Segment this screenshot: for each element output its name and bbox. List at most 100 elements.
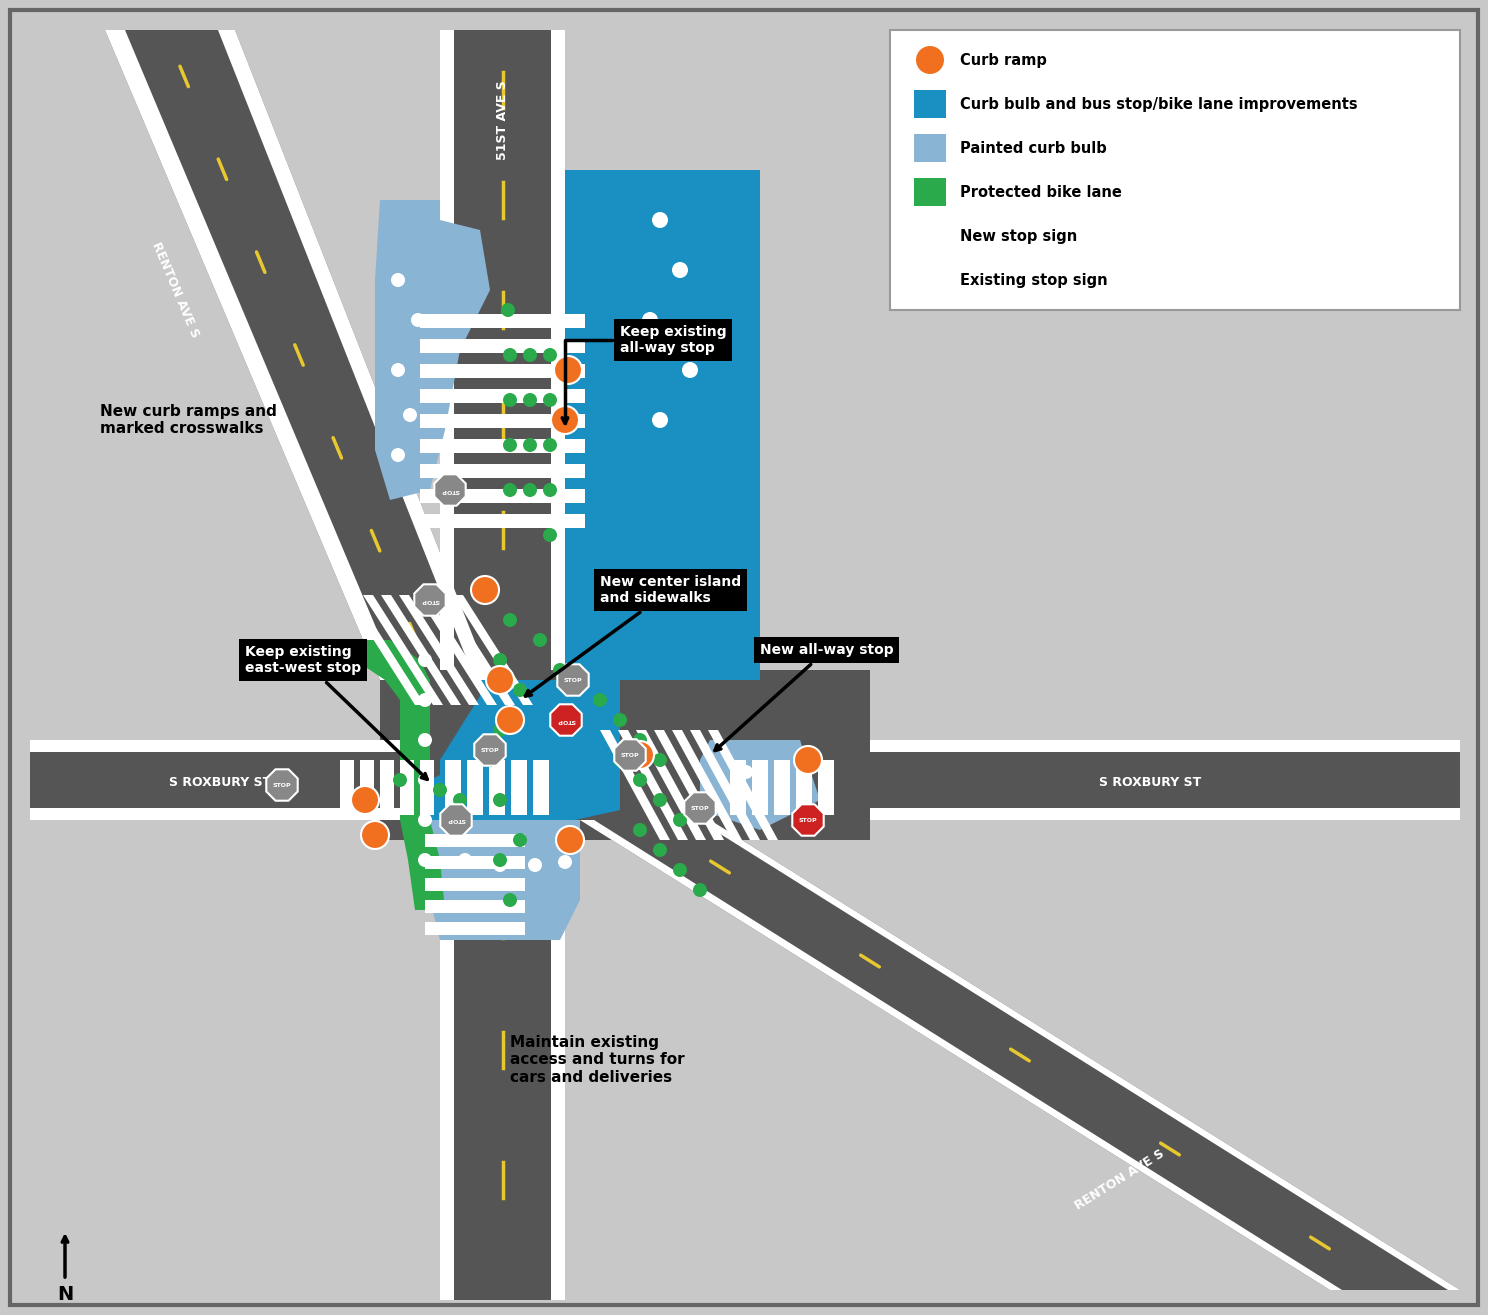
Bar: [890, 30, 1460, 310]
Polygon shape: [600, 730, 670, 840]
Text: New all-way stop: New all-way stop: [714, 643, 894, 751]
Polygon shape: [266, 769, 298, 801]
Circle shape: [632, 773, 647, 786]
Bar: [339, 760, 354, 815]
Circle shape: [513, 832, 527, 847]
Polygon shape: [106, 30, 490, 680]
Text: Maintain existing
access and turns for
cars and deliveries: Maintain existing access and turns for c…: [510, 1035, 684, 1085]
Text: STOP: STOP: [799, 818, 817, 822]
Circle shape: [418, 654, 432, 667]
Bar: [774, 760, 790, 815]
Polygon shape: [106, 30, 397, 680]
Circle shape: [418, 693, 432, 707]
Bar: [818, 760, 833, 815]
Polygon shape: [379, 671, 870, 840]
Circle shape: [551, 406, 579, 434]
Bar: [914, 178, 946, 206]
Circle shape: [693, 882, 707, 897]
Circle shape: [652, 212, 668, 227]
Polygon shape: [673, 730, 743, 840]
Polygon shape: [558, 664, 589, 696]
Text: STOP: STOP: [421, 597, 439, 602]
Polygon shape: [708, 730, 778, 840]
Circle shape: [487, 665, 513, 694]
Circle shape: [418, 732, 432, 747]
Text: STOP: STOP: [620, 752, 640, 757]
Circle shape: [652, 412, 668, 427]
Circle shape: [503, 613, 516, 627]
Circle shape: [411, 313, 426, 327]
Polygon shape: [917, 266, 943, 293]
Polygon shape: [430, 680, 620, 830]
Bar: [30, 740, 430, 752]
Text: STOP: STOP: [564, 677, 582, 682]
Circle shape: [484, 583, 497, 597]
Circle shape: [653, 753, 667, 767]
Text: New center island
and sidewalks: New center island and sidewalks: [525, 575, 741, 696]
Text: STOP: STOP: [446, 818, 466, 822]
Circle shape: [418, 773, 432, 786]
Circle shape: [503, 893, 516, 907]
Circle shape: [613, 753, 626, 767]
Text: STOP: STOP: [690, 806, 710, 810]
Polygon shape: [434, 475, 466, 506]
Bar: [914, 134, 946, 162]
Circle shape: [653, 793, 667, 807]
Polygon shape: [917, 222, 943, 250]
Circle shape: [391, 363, 405, 377]
Polygon shape: [434, 594, 515, 705]
Circle shape: [917, 46, 943, 74]
Bar: [426, 878, 525, 892]
Polygon shape: [345, 594, 426, 705]
Circle shape: [493, 654, 507, 667]
Bar: [420, 314, 585, 327]
Circle shape: [528, 857, 542, 872]
Circle shape: [493, 723, 507, 736]
Text: STOP: STOP: [440, 488, 460, 493]
Bar: [420, 489, 585, 504]
Circle shape: [418, 853, 432, 867]
Polygon shape: [440, 680, 620, 810]
Polygon shape: [699, 740, 820, 830]
Bar: [870, 740, 1460, 821]
Circle shape: [403, 408, 417, 422]
Circle shape: [522, 483, 537, 497]
Circle shape: [501, 302, 515, 317]
Circle shape: [458, 853, 472, 867]
Bar: [420, 439, 585, 452]
Circle shape: [472, 576, 498, 604]
Circle shape: [503, 483, 516, 497]
Polygon shape: [430, 821, 580, 940]
Circle shape: [433, 782, 446, 797]
Circle shape: [543, 438, 557, 452]
Text: STOP: STOP: [557, 718, 576, 722]
Polygon shape: [375, 200, 490, 500]
Bar: [533, 760, 549, 815]
Circle shape: [613, 713, 626, 727]
Text: New stop sign: New stop sign: [960, 229, 1077, 243]
Circle shape: [452, 793, 467, 807]
Bar: [467, 760, 484, 815]
Bar: [490, 760, 504, 815]
Text: Curb ramp: Curb ramp: [960, 53, 1048, 67]
Circle shape: [673, 813, 687, 827]
Bar: [426, 856, 525, 869]
Text: 51ST AVE S: 51ST AVE S: [496, 80, 509, 160]
Polygon shape: [363, 594, 443, 705]
Circle shape: [391, 274, 405, 287]
Bar: [360, 760, 373, 815]
Bar: [400, 760, 414, 815]
Text: RENTON AVE S: RENTON AVE S: [1073, 1147, 1167, 1212]
Circle shape: [594, 693, 607, 707]
Bar: [420, 414, 585, 427]
Bar: [426, 834, 525, 847]
Text: S ROXBURY ST: S ROXBURY ST: [1098, 776, 1201, 789]
Polygon shape: [381, 594, 461, 705]
Circle shape: [632, 732, 647, 747]
Text: Keep existing
east-west stop: Keep existing east-west stop: [246, 644, 427, 780]
Text: Curb bulb and bus stop/bike lane improvements: Curb bulb and bus stop/bike lane improve…: [960, 96, 1357, 112]
Bar: [440, 840, 454, 1301]
Bar: [379, 760, 394, 815]
Circle shape: [795, 746, 821, 775]
Text: S ROXBURY ST: S ROXBURY ST: [168, 776, 271, 789]
